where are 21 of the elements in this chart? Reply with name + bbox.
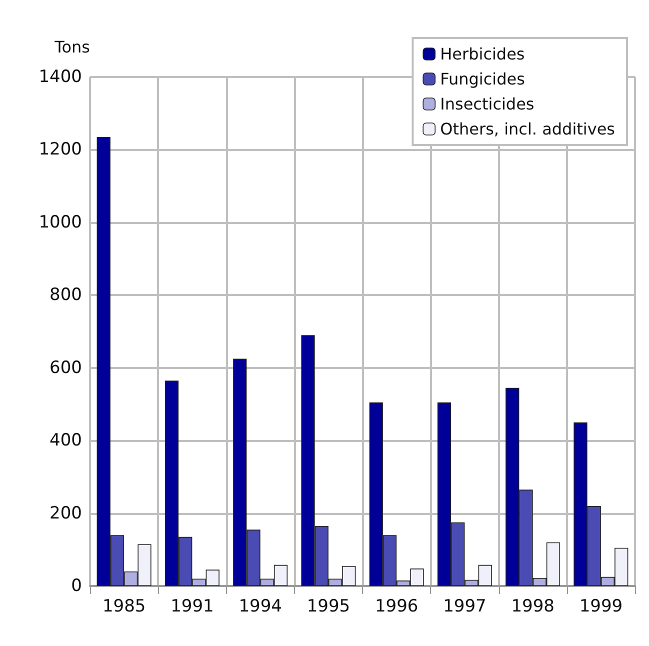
legend-label: Others, incl. additives <box>440 120 616 138</box>
x-tick-label: 1985 <box>102 596 146 616</box>
y-tick-label: 0 <box>71 576 82 596</box>
x-tick-label: 1999 <box>579 596 623 616</box>
x-tick-label: 1995 <box>306 596 350 616</box>
y-tick-label: 1200 <box>38 140 82 160</box>
legend-label: Fungicides <box>440 70 525 88</box>
legend-label: Herbicides <box>440 44 525 64</box>
x-tick-label: 1998 <box>511 596 554 616</box>
y-tick-label: 1400 <box>38 67 82 87</box>
y-tick-label: 800 <box>50 285 82 306</box>
x-tick-label: 1991 <box>170 596 214 616</box>
y-tick-label: 200 <box>50 503 82 524</box>
y-axis-title: Tons <box>54 38 90 56</box>
x-tick-label: 1996 <box>374 596 418 616</box>
y-tick-label: 600 <box>50 358 82 378</box>
y-tick-label: 400 <box>50 430 82 451</box>
legend-label: Insecticides <box>440 94 534 114</box>
x-tick-label: 1997 <box>443 596 486 616</box>
x-tick-label: 1994 <box>238 596 282 616</box>
y-tick-label: 1000 <box>38 212 82 232</box>
